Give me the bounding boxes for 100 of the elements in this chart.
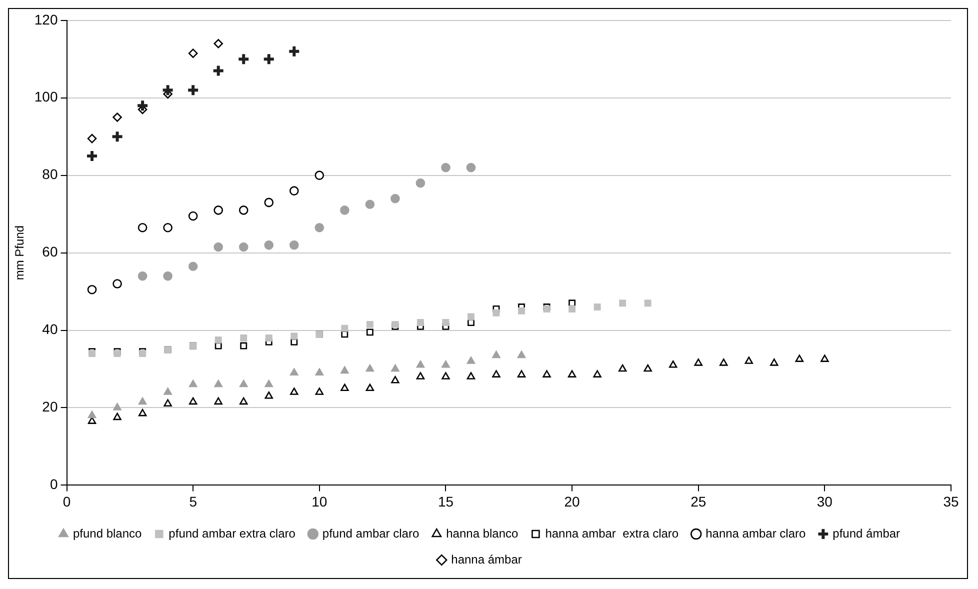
point [239, 397, 248, 405]
point [492, 370, 500, 378]
point [239, 380, 248, 388]
point [442, 360, 450, 368]
point [518, 307, 525, 314]
point [164, 388, 172, 395]
y-tick-label: 40 [42, 321, 58, 338]
point [795, 354, 804, 362]
point [289, 240, 299, 250]
point [212, 64, 225, 78]
x-tick-label: 20 [564, 493, 580, 510]
point [492, 350, 500, 358]
point [619, 300, 626, 307]
legend-label: hanna ámbar [451, 552, 522, 566]
point [161, 84, 174, 97]
point [112, 112, 122, 122]
point [188, 262, 198, 272]
point [568, 305, 576, 312]
point [110, 130, 124, 144]
point [136, 99, 150, 112]
y-tick-label: 0 [50, 476, 58, 492]
y-tick-label: 60 [42, 244, 58, 260]
point [112, 279, 122, 288]
point [214, 336, 222, 344]
point [214, 242, 223, 252]
point [594, 304, 601, 311]
point [188, 48, 198, 58]
x-tick-label: 10 [312, 493, 328, 510]
point [416, 372, 425, 380]
point [568, 300, 576, 307]
point [290, 368, 298, 376]
point [442, 319, 450, 326]
point [442, 372, 450, 380]
point [315, 388, 324, 395]
y-tick-label: 80 [42, 166, 58, 182]
point [214, 206, 223, 215]
point [290, 388, 298, 395]
point [466, 162, 476, 172]
y-tick-label: 100 [34, 88, 58, 105]
point [113, 403, 122, 410]
point [262, 52, 276, 66]
point [593, 370, 602, 378]
point [694, 358, 702, 366]
point [416, 360, 425, 368]
point [366, 364, 374, 372]
point [820, 354, 829, 362]
point [365, 200, 375, 210]
point [341, 324, 348, 332]
point [416, 178, 426, 188]
point [391, 364, 400, 372]
point [466, 372, 476, 380]
point [86, 149, 99, 162]
x-tick-label: 30 [816, 493, 833, 510]
point [366, 328, 374, 336]
point [214, 38, 223, 48]
x-tick-label: 5 [189, 493, 198, 510]
y-tick-label: 20 [42, 398, 58, 415]
point [517, 350, 526, 358]
x-tick-label: 15 [438, 493, 454, 510]
point [744, 356, 753, 364]
point [340, 206, 350, 215]
point [644, 300, 652, 307]
point [138, 397, 147, 405]
x-tick-label: 0 [62, 493, 71, 510]
point [289, 186, 299, 196]
y-axis-title: mm Pfund [12, 225, 27, 280]
point [214, 397, 222, 405]
point [138, 271, 148, 281]
point [237, 52, 250, 66]
point [288, 44, 301, 58]
point [366, 384, 374, 392]
point [468, 319, 474, 326]
point [390, 194, 400, 204]
legend-label: hanna ambar extra claro [545, 526, 679, 540]
point [770, 358, 778, 366]
x-tick-label: 25 [690, 493, 706, 510]
point [314, 222, 324, 232]
point [138, 408, 147, 416]
point [466, 356, 476, 364]
point [188, 211, 198, 221]
legend-label: pfund ambar claro [322, 526, 420, 540]
legend-label: pfund ámbar [832, 526, 900, 540]
point [87, 134, 97, 144]
point [290, 338, 298, 346]
point [188, 397, 198, 405]
point [265, 334, 272, 342]
point [314, 170, 324, 180]
point [290, 332, 298, 340]
point [163, 222, 172, 232]
point [138, 222, 148, 232]
point [391, 376, 400, 384]
point [468, 313, 474, 320]
point [416, 319, 424, 326]
point [618, 364, 627, 372]
point [240, 334, 248, 342]
point [668, 360, 678, 368]
legend-label: pfund blanco [72, 526, 142, 540]
point [238, 242, 248, 252]
point [240, 342, 248, 350]
point [568, 370, 576, 378]
